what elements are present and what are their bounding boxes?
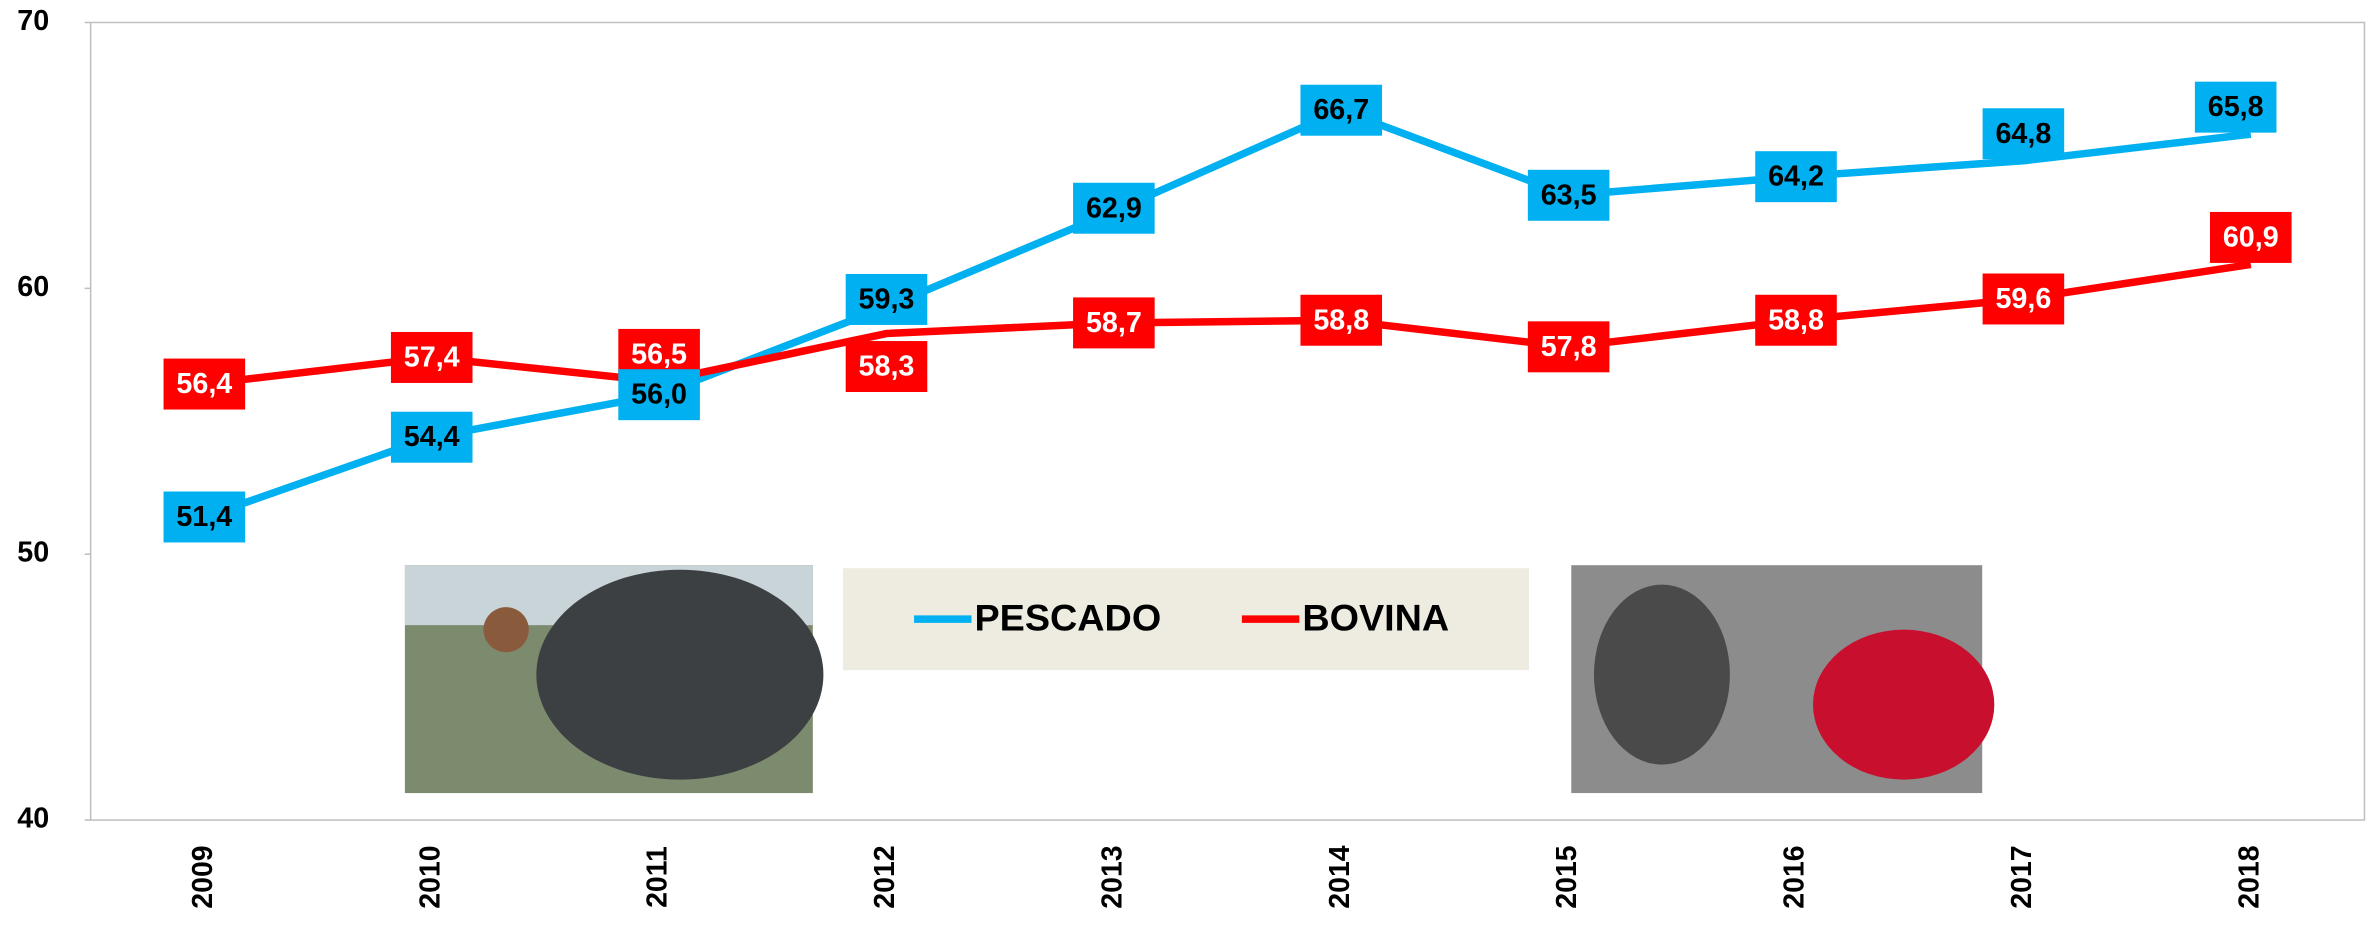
legend-label: BOVINA xyxy=(1302,597,1449,639)
data-label: 63,5 xyxy=(1541,179,1597,211)
data-label: 66,7 xyxy=(1313,94,1369,126)
data-label: 64,8 xyxy=(1995,118,2051,150)
fish-photo xyxy=(405,565,824,793)
x-tick-label: 2018 xyxy=(2233,845,2265,908)
data-label: 56,4 xyxy=(176,368,232,400)
data-label: 58,3 xyxy=(859,351,915,383)
cattle-photo xyxy=(1571,565,1994,793)
y-tick-label: 50 xyxy=(17,537,49,569)
data-label: 59,3 xyxy=(859,284,915,316)
data-label: 64,2 xyxy=(1768,161,1824,193)
x-tick-label: 2012 xyxy=(869,845,901,908)
data-label: 62,9 xyxy=(1086,192,1142,224)
legend-label: PESCADO xyxy=(974,597,1161,639)
data-label: 51,4 xyxy=(176,501,232,533)
data-label: 58,8 xyxy=(1313,304,1369,336)
x-tick-label: 2013 xyxy=(1096,845,1128,908)
data-label: 58,8 xyxy=(1768,304,1824,336)
y-tick-label: 70 xyxy=(17,5,49,37)
data-label: 65,8 xyxy=(2208,91,2264,123)
page: {"chart_data": {"type": "line", "categor… xyxy=(0,0,2369,934)
y-tick-label: 60 xyxy=(17,271,49,303)
data-label: 58,7 xyxy=(1086,307,1142,339)
data-label: 59,6 xyxy=(1995,283,2051,315)
x-tick-label: 2014 xyxy=(1324,845,1356,908)
data-label: 57,8 xyxy=(1541,331,1597,363)
data-label: 56,0 xyxy=(631,379,687,411)
x-tick-label: 2010 xyxy=(414,845,446,908)
data-label: 54,4 xyxy=(404,421,460,453)
data-label: 57,4 xyxy=(404,342,460,374)
x-tick-label: 2015 xyxy=(1551,845,1583,908)
x-tick-label: 2017 xyxy=(2006,845,2038,908)
chart: 40 50 60 70 2009 2010 2011 2012 2013 2014 2015 2016… xyxy=(0,0,2369,934)
y-tick-label: 40 xyxy=(17,803,49,835)
data-label: 60,9 xyxy=(2223,222,2279,254)
x-tick-label: 2009 xyxy=(187,845,219,908)
data-label: 56,5 xyxy=(631,339,687,371)
x-tick-label: 2016 xyxy=(1778,845,1810,908)
x-tick-label: 2011 xyxy=(642,846,674,908)
